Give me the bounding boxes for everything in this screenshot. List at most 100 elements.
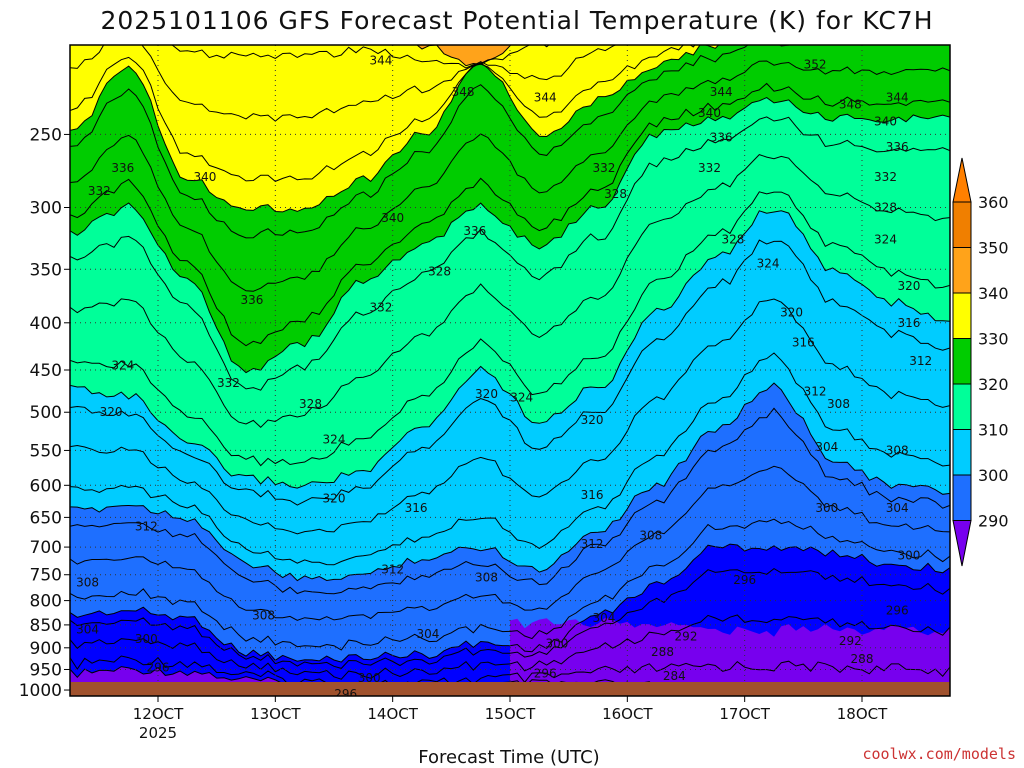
isentrope-line xyxy=(70,655,950,691)
contour-label: 316 xyxy=(792,335,815,349)
contour-label: 308 xyxy=(639,529,662,543)
contour-label: 332 xyxy=(369,301,392,315)
contour-label: 308 xyxy=(827,397,850,411)
y-tick-label: 400 xyxy=(30,314,62,334)
isentrope-line xyxy=(70,352,950,566)
band-340 xyxy=(70,45,789,212)
y-tick-label: 450 xyxy=(30,361,62,381)
y-tick-label: 800 xyxy=(30,592,62,612)
x-tick-label: 13OCT xyxy=(250,705,301,723)
contour-label: 332 xyxy=(592,161,615,175)
contour-label: 328 xyxy=(604,187,627,201)
isentrope-line xyxy=(70,298,950,535)
colorbar: 360 350 340 330 320 310 300 290 xyxy=(952,157,1009,567)
isentrope-line xyxy=(70,45,617,122)
contour-label: 352 xyxy=(804,58,827,72)
colorbar-label: 350 xyxy=(978,239,1009,258)
contour-label: 320 xyxy=(323,491,346,505)
contour-label: 340 xyxy=(874,114,897,128)
contour-label: 304 xyxy=(886,501,909,515)
colorbar-segment xyxy=(952,429,972,476)
contour-label: 296 xyxy=(147,660,170,674)
contour-label: 316 xyxy=(897,316,920,330)
y-tick-label: 300 xyxy=(30,199,62,219)
contour-label: 348 xyxy=(839,98,862,112)
x-tick-label: 15OCT xyxy=(485,705,536,723)
contour-label: 304 xyxy=(76,623,99,637)
contour-label: 320 xyxy=(897,279,920,293)
isentrope-340 xyxy=(70,45,720,213)
contour-label: 300 xyxy=(358,671,381,685)
contour-label: 308 xyxy=(76,576,99,590)
contour-label: 312 xyxy=(909,354,932,368)
contour-label: 296 xyxy=(534,667,557,681)
contour-label: 336 xyxy=(710,131,733,145)
contour-label: 336 xyxy=(886,140,909,154)
y-axis: 250 300 350 400 450 500 550 600 650 700 750 800 850 9… xyxy=(19,125,70,701)
isentrope-line xyxy=(70,191,950,467)
contour-label: 300 xyxy=(135,632,158,646)
contour-label: 304 xyxy=(416,627,439,641)
y-tick-label: 250 xyxy=(30,125,62,145)
colorbar-label: 290 xyxy=(978,512,1009,531)
contour-label: 320 xyxy=(475,387,498,401)
contour-label: 296 xyxy=(886,604,909,618)
x-tick-label: 12OCT xyxy=(133,705,184,723)
isentrope-310 xyxy=(70,382,950,582)
isentrope-line xyxy=(70,407,950,595)
x-axis-label: Forecast Time (UTC) xyxy=(418,747,599,768)
contour-label: 292 xyxy=(675,630,698,644)
x-tick-label: 18OCT xyxy=(837,705,888,723)
colorbar-segment xyxy=(952,292,972,339)
chart-title: 2025101106 GFS Forecast Potential Temper… xyxy=(101,6,934,35)
colorbar-label: 340 xyxy=(978,284,1009,303)
contour-label: 292 xyxy=(839,634,862,648)
contour-label: 308 xyxy=(886,443,909,457)
contour-label: 328 xyxy=(428,265,451,279)
contour-label: 284 xyxy=(663,669,686,683)
contour-label: 332 xyxy=(874,170,897,184)
y-tick-label: 900 xyxy=(30,639,62,659)
colorbar-label: 300 xyxy=(978,466,1009,485)
contour-label: 336 xyxy=(111,161,134,175)
band-300 xyxy=(70,383,950,663)
y-tick-label: 850 xyxy=(30,616,62,636)
colorbar-label: 320 xyxy=(978,375,1009,394)
isentrope-line xyxy=(70,45,696,182)
y-tick-label: 700 xyxy=(30,538,62,558)
y-tick-label: 650 xyxy=(30,508,62,528)
contour-label: 340 xyxy=(193,170,216,184)
colorbar-segment xyxy=(952,474,972,521)
contour-label: 316 xyxy=(405,501,428,515)
y-tick-label: 950 xyxy=(30,660,62,680)
y-tick-label: 500 xyxy=(30,403,62,423)
contour-label: 344 xyxy=(886,91,909,105)
x-tick-label: 14OCT xyxy=(367,705,418,723)
band-320 xyxy=(70,97,950,489)
y-tick-label: 750 xyxy=(30,566,62,586)
contour-label: 308 xyxy=(475,570,498,584)
contour-label: 336 xyxy=(240,293,263,307)
y-tick-label: 550 xyxy=(30,441,62,461)
contour-label: 328 xyxy=(874,201,897,215)
contour-label: 300 xyxy=(815,501,838,515)
colorbar-segment xyxy=(952,247,972,294)
x-tick-label: 17OCT xyxy=(719,705,770,723)
y-tick-label: 600 xyxy=(30,476,62,496)
contour-label: 344 xyxy=(369,54,392,68)
ground-surface xyxy=(70,682,950,696)
isentrope-line xyxy=(70,465,950,621)
contour-label: 312 xyxy=(804,385,827,399)
isentrope-320 xyxy=(70,210,950,489)
colorbar-bottom-arrow xyxy=(952,520,972,567)
contour-label: 324 xyxy=(111,359,134,373)
contour-label: 308 xyxy=(252,608,275,622)
contour-label: 324 xyxy=(323,432,346,446)
contour-label: 288 xyxy=(851,652,874,666)
contour-label: 320 xyxy=(581,413,604,427)
contour-label: 304 xyxy=(592,611,615,625)
contour-label: 332 xyxy=(698,161,721,175)
y-tick-label: 350 xyxy=(30,260,62,280)
